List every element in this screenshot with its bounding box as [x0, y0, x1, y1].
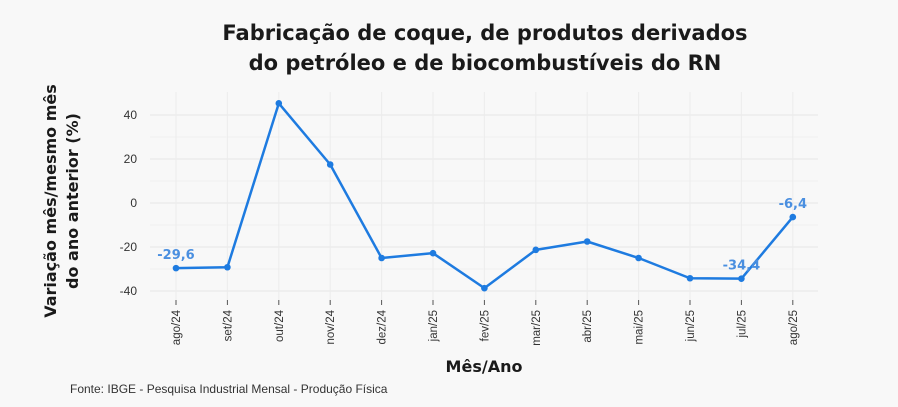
chart-title-line-2: do petróleo e de biocombustíveis do RN	[248, 51, 722, 75]
x-tick-label: nov/24	[325, 309, 337, 344]
y-tick-label: 20	[124, 152, 138, 166]
data-point	[738, 275, 745, 282]
source-note: Fonte: IBGE - Pesquisa Industrial Mensal…	[70, 382, 388, 396]
y-tick-labels: 40 20 0 -20 -40	[120, 108, 138, 298]
data-label: -6,4	[779, 197, 807, 212]
x-tick-label: jan/25	[428, 310, 440, 342]
y-tick-label: 0	[130, 196, 137, 210]
data-point	[326, 161, 334, 168]
data-point	[686, 274, 694, 282]
x-tick-label: dez/24	[377, 309, 389, 344]
data-point	[378, 254, 385, 262]
x-tick-label: ago/25	[788, 310, 800, 345]
y-tick-label: -40	[120, 284, 138, 298]
y-tick-label: 40	[124, 108, 138, 122]
data-label: -34,4	[723, 259, 760, 274]
x-tick-label: out/24	[274, 309, 286, 342]
x-tick-label: mar/25	[531, 310, 543, 346]
x-tick-label: jun/25	[685, 310, 697, 342]
data-label: -29,6	[157, 248, 194, 263]
data-point	[481, 284, 488, 292]
data-labels: -29,6 -34,4 -6,4	[157, 197, 807, 274]
grid-lines	[150, 92, 818, 300]
data-point	[532, 246, 540, 254]
x-tick-label: fev/25	[479, 310, 491, 341]
x-tick-label: jul/25	[736, 310, 748, 339]
data-points	[172, 100, 797, 292]
x-axis-label: Mês/Ano	[445, 357, 523, 376]
data-point	[275, 100, 283, 107]
x-tick-label: abr/25	[582, 310, 594, 343]
data-point	[789, 213, 797, 221]
data-point	[429, 249, 437, 257]
x-tick-label: mai/25	[634, 310, 646, 345]
chart-title: Fabricação de coque, de produtos derivad…	[150, 18, 820, 78]
chart-title-line-1: Fabricação de coque, de produtos derivad…	[222, 21, 748, 45]
data-point	[635, 254, 642, 262]
data-point	[224, 263, 231, 271]
data-point	[172, 264, 180, 272]
data-point	[583, 238, 591, 245]
y-tick-label: -20	[120, 240, 138, 254]
x-tick-label: set/24	[222, 309, 234, 341]
x-tick-labels: ago/24 set/24 out/24 nov/24 dez/24 jan/25 fev/…	[171, 300, 800, 346]
x-tick-label: ago/24	[171, 309, 183, 345]
